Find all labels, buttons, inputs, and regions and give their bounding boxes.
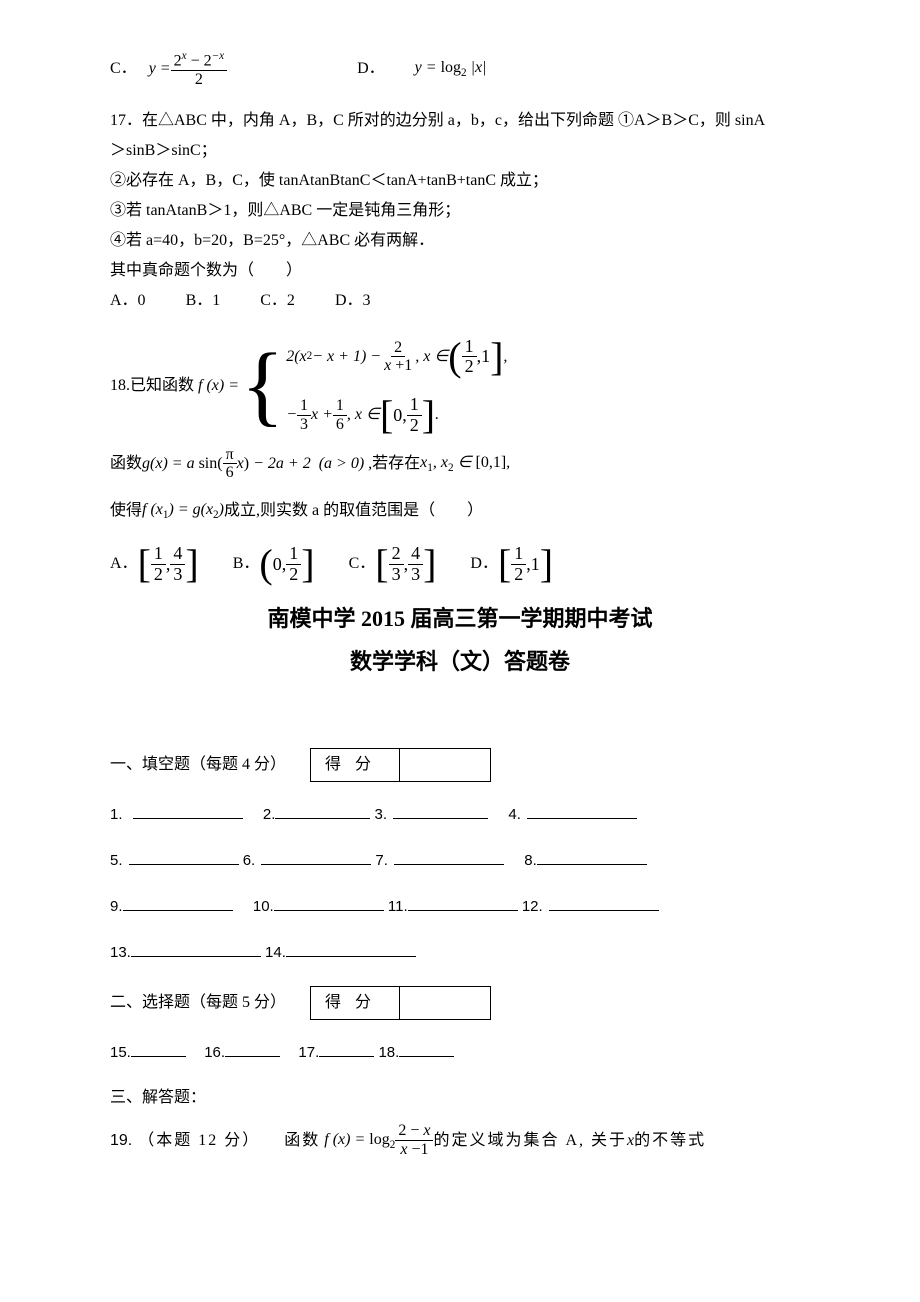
q19-tail: 的不等式 [634, 1129, 706, 1153]
choice-15: 15. [110, 1042, 131, 1065]
q17-opt-d: D．3 [335, 289, 371, 313]
q18-g-line: 函数 g(x) = a sin( π6 x) − 2a + 2 (a > 0) … [110, 446, 810, 482]
blank-6: 6. [243, 850, 256, 873]
section-1-header: 一、填空题（每题 4 分） 得分 [110, 748, 810, 782]
blanks-row-4: 13. 14. [110, 940, 810, 964]
opt-c-label: C． [110, 57, 137, 81]
blanks-row-3: 9. 10. 11. 12. [110, 894, 810, 918]
q17-line5: 其中真命题个数为（ ） [110, 259, 810, 283]
q17-opt-a: A．0 [110, 289, 146, 313]
blank-9: 9. [110, 896, 123, 919]
q17-options: A．0 B．1 C．2 D．3 [110, 289, 810, 313]
opt-c-formula: y = [149, 57, 171, 81]
q18-pieces: 2(x2 − x + 1) − 2x +1 , x ∈ ( 12 ,1] , −… [286, 337, 507, 436]
score-box-2: 得分 [310, 986, 491, 1020]
q19-fx: f (x) = log2 [324, 1128, 395, 1154]
q18-feqg: 使得 f (x1) = g(x2) 成立,则实数 a 的取值范围是（ ） [110, 498, 810, 524]
blank-1: 1. [110, 804, 123, 827]
blanks-row-1: 1. 2. 3. 4. [110, 802, 810, 826]
score-label-2: 得分 [311, 987, 400, 1019]
section-3-label: 三、解答题： [110, 1086, 810, 1110]
q18-g-formula: g(x) = a sin( [142, 452, 223, 476]
choice-17: 17. [298, 1042, 319, 1065]
q18-feqg-lead: 使得 [110, 499, 142, 523]
section-2-label: 二、选择题（每题 5 分） [110, 991, 286, 1015]
blank-7: 7. [375, 850, 388, 873]
q18-fx: f (x) = [198, 374, 239, 398]
q18-g-lead: 函数 [110, 452, 142, 476]
q17-line1: 17．在△ABC 中，内角 A，B，C 所对的边分别 a，b，c，给出下列命题 … [110, 109, 810, 133]
q18-options: A． [ 12, 43] B． ( 0, 12] C． [ 23, 43] D．… [110, 544, 810, 585]
q18-piecewise: 18.已知函数 f (x) = { 2(x2 − x + 1) − 2x +1 … [110, 337, 810, 436]
blank-3: 3. [375, 804, 388, 827]
opt-d-formula: y = log2 |x| [415, 56, 487, 82]
opt-d-label: D． [357, 57, 385, 81]
score-box-1: 得分 [310, 748, 491, 782]
choice-16: 16. [204, 1042, 225, 1065]
blank-14: 14. [265, 942, 286, 965]
blank-8: 8. [524, 850, 537, 873]
blank-11: 11. [388, 896, 408, 919]
blank-12: 12. [522, 896, 543, 919]
q17-line3: ③若 tanAtanB＞1，则△ABC 一定是钝角三角形； [110, 199, 810, 223]
q19-num: 19. [110, 1129, 132, 1153]
section-2-header: 二、选择题（每题 5 分） 得分 [110, 986, 810, 1020]
choice-row: 15. 16. 17. 18. [110, 1040, 810, 1064]
q16-options-cd: C． y = 2x − 2−x 2 D． y = log2 |x| [110, 50, 810, 89]
choice-18: 18. [378, 1042, 399, 1065]
score-blank-2[interactable] [400, 987, 490, 1019]
q18-lead: 18.已知函数 [110, 374, 194, 398]
q17-line2: ②必存在 A，B，C，使 tanAtanBtanC＜tanA+tanB+tanC… [110, 169, 810, 193]
opt-c-frac: 2x − 2−x 2 [171, 50, 228, 89]
q17-line1b: ＞sinB＞sinC； [110, 139, 810, 163]
blanks-row-2: 5. 6. 7. 8. [110, 848, 810, 872]
q17-line4: ④若 a=40，b=20，B=25°，△ABC 必有两解． [110, 229, 810, 253]
blank-10: 10. [253, 896, 274, 919]
exam-title-1: 南模中学 2015 届高三第一学期期中考试 [110, 602, 810, 635]
q19-line: 19. （本题 12 分） 函数 f (x) = log2 2 − xx −1 … [110, 1122, 810, 1158]
q19-lead: 函数 [284, 1129, 320, 1153]
score-blank-1[interactable] [400, 749, 490, 781]
blank-13: 13. [110, 942, 131, 965]
score-label-1: 得分 [311, 749, 400, 781]
q18-opt-a: A． [110, 552, 138, 576]
blank-4: 4. [508, 804, 521, 827]
q18-opt-b: B． [233, 552, 260, 576]
blank-5: 5. [110, 850, 123, 873]
q19-pts: （本题 12 分） [138, 1129, 260, 1153]
q18-g-tail: 若存在 [372, 452, 420, 476]
q18-opt-c: C． [349, 552, 376, 576]
q19-mid: 的定义域为集合 A, 关于 [433, 1129, 627, 1153]
brace-icon: { [241, 350, 284, 422]
q17-opt-b: B．1 [186, 289, 221, 313]
exam-title-2: 数学学科（文）答题卷 [110, 645, 810, 678]
blank-2: 2. [263, 804, 276, 827]
section-1-label: 一、填空题（每题 4 分） [110, 753, 286, 777]
q18-opt-d: D． [470, 552, 498, 576]
q18-feqg-tail: 成立,则实数 a 的取值范围是（ ） [224, 499, 483, 523]
q17-opt-c: C．2 [260, 289, 295, 313]
